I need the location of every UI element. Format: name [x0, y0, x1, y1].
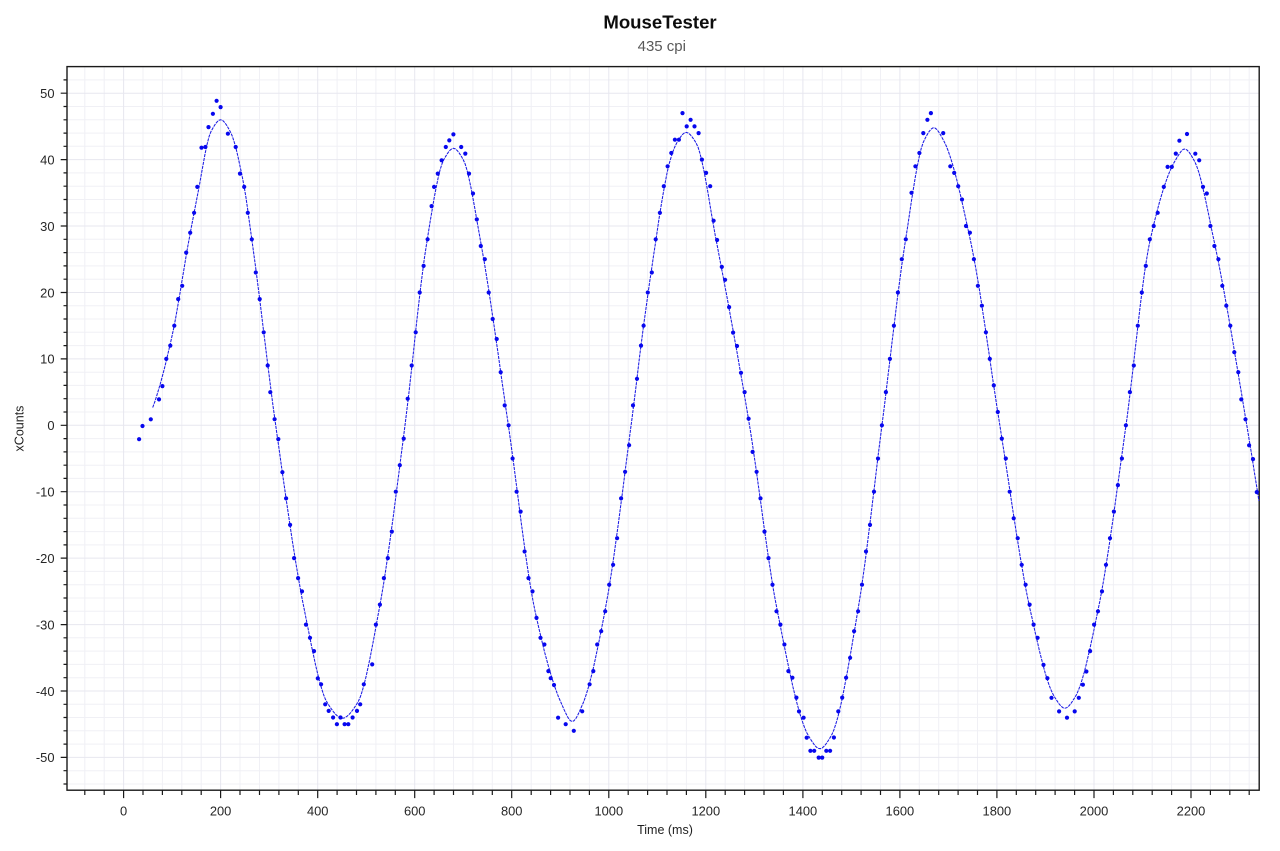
svg-text:-10: -10 — [36, 485, 55, 500]
svg-text:xCounts: xCounts — [13, 406, 27, 452]
svg-text:800: 800 — [501, 803, 523, 818]
svg-text:Time (ms): Time (ms) — [637, 823, 693, 837]
svg-text:200: 200 — [210, 803, 232, 818]
svg-text:20: 20 — [40, 285, 54, 300]
svg-text:1800: 1800 — [983, 803, 1012, 818]
svg-text:1600: 1600 — [886, 803, 915, 818]
svg-text:50: 50 — [40, 86, 54, 101]
svg-text:1000: 1000 — [594, 803, 623, 818]
svg-text:-30: -30 — [36, 617, 55, 632]
svg-text:10: 10 — [40, 352, 54, 367]
svg-text:2200: 2200 — [1177, 803, 1206, 818]
svg-text:2000: 2000 — [1080, 803, 1109, 818]
svg-text:600: 600 — [404, 803, 426, 818]
svg-text:0: 0 — [120, 803, 127, 818]
svg-text:-40: -40 — [36, 684, 55, 699]
svg-text:30: 30 — [40, 219, 54, 234]
svg-text:1400: 1400 — [789, 803, 818, 818]
svg-text:435 cpi: 435 cpi — [638, 38, 686, 55]
svg-text:MouseTester: MouseTester — [603, 12, 716, 33]
svg-text:-50: -50 — [36, 750, 55, 765]
svg-text:1200: 1200 — [691, 803, 720, 818]
svg-text:-20: -20 — [36, 551, 55, 566]
svg-text:40: 40 — [40, 152, 54, 167]
svg-text:400: 400 — [307, 803, 329, 818]
svg-text:0: 0 — [47, 418, 54, 433]
